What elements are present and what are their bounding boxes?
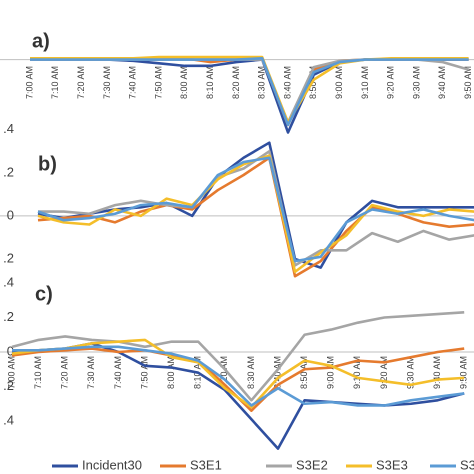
x-tick-label: 8:30 AM xyxy=(257,66,267,99)
y-tick-label: .2 xyxy=(3,250,14,265)
x-tick-label: 7:00 AM xyxy=(6,356,16,389)
x-tick-label: 9:40 AM xyxy=(432,356,442,389)
panel-title: c) xyxy=(35,283,53,305)
y-tick-label: 0 xyxy=(7,207,14,222)
series-line xyxy=(11,347,465,412)
legend-label: S3E4 xyxy=(460,457,474,472)
x-tick-label: 8:00 AM xyxy=(179,66,189,99)
series-line xyxy=(37,154,474,274)
x-tick-label: 8:30 AM xyxy=(246,356,256,389)
x-tick-label: 9:10 AM xyxy=(352,356,362,389)
series-line xyxy=(30,58,469,134)
x-tick-label: 9:50 AM xyxy=(459,356,469,389)
legend-label: S3E3 xyxy=(376,457,408,472)
series-line xyxy=(30,57,469,127)
x-tick-label: 7:40 AM xyxy=(128,66,138,99)
series-line xyxy=(11,338,465,409)
x-tick-label: 7:30 AM xyxy=(102,66,112,99)
x-tick-label: 7:10 AM xyxy=(50,66,60,99)
y-tick-label: .4 xyxy=(3,274,14,289)
legend-label: S3E2 xyxy=(296,457,328,472)
series-line xyxy=(30,55,469,124)
series-line xyxy=(11,311,465,402)
legend-label: Incident30 xyxy=(82,457,142,472)
x-tick-label: 8:40 AM xyxy=(272,356,282,389)
x-tick-label: 9:40 AM xyxy=(437,66,447,99)
series-line xyxy=(37,156,474,263)
x-tick-label: 7:50 AM xyxy=(153,66,163,99)
series-line xyxy=(37,141,474,269)
series-line xyxy=(30,58,469,124)
x-tick-label: 9:20 AM xyxy=(386,66,396,99)
x-tick-label: 8:10 AM xyxy=(205,66,215,99)
y-tick-label: .4 xyxy=(3,412,14,427)
x-tick-label: 9:30 AM xyxy=(411,66,421,99)
y-tick-label: .4 xyxy=(3,121,14,136)
series-line xyxy=(12,345,465,407)
panel-title: b) xyxy=(38,153,57,175)
x-tick-label: 8:20 AM xyxy=(219,356,229,389)
x-tick-label: 9:30 AM xyxy=(405,356,415,389)
x-tick-label: 7:30 AM xyxy=(86,356,96,389)
x-tick-label: 9:50 AM xyxy=(463,66,473,99)
x-tick-label: 7:10 AM xyxy=(33,356,43,389)
x-tick-label: 9:10 AM xyxy=(360,66,370,99)
x-tick-label: 9:00 AM xyxy=(334,66,344,99)
series-line xyxy=(37,156,474,278)
x-tick-label: 7:20 AM xyxy=(60,356,70,389)
x-tick-label: 7:40 AM xyxy=(113,356,123,389)
panel-title: a) xyxy=(32,30,50,52)
x-tick-label: 7:00 AM xyxy=(24,66,34,99)
x-tick-label: 7:20 AM xyxy=(76,66,86,99)
x-tick-label: 7:50 AM xyxy=(139,356,149,389)
y-tick-label: 0 xyxy=(7,343,14,358)
y-tick-label: .2 xyxy=(3,309,14,324)
y-tick-label: .2 xyxy=(3,164,14,179)
x-tick-label: 8:20 AM xyxy=(231,66,241,99)
x-tick-label: 8:50 AM xyxy=(299,356,309,389)
legend-label: S3E1 xyxy=(190,457,222,472)
x-tick-label: 9:00 AM xyxy=(326,356,336,389)
x-tick-label: 8:40 AM xyxy=(282,66,292,99)
x-tick-label: 8:00 AM xyxy=(166,356,176,389)
series-line xyxy=(30,57,469,127)
y-tick-label: .2 xyxy=(3,378,14,393)
x-tick-label: 9:20 AM xyxy=(379,356,389,389)
